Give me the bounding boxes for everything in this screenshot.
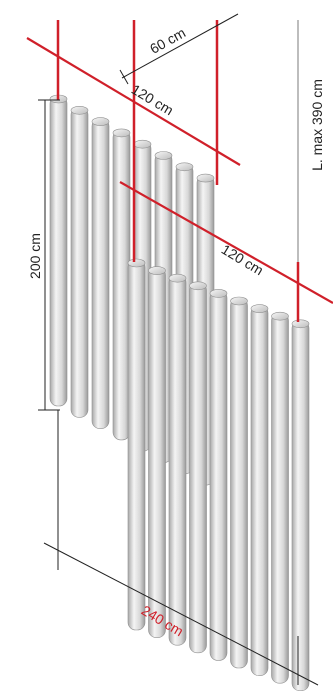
front-column-8 (271, 311, 289, 684)
back-column-4 (112, 128, 131, 441)
back-column-1 (49, 94, 68, 407)
depth-label: 60 cm (147, 24, 188, 56)
upper-diagonal-guide (26, 37, 241, 166)
total-width-dimension (43, 410, 319, 686)
red-hanger-lines (56, 20, 300, 322)
front-column-1 (127, 258, 146, 631)
back-column-3 (91, 117, 110, 429)
front-column-9 (291, 319, 310, 692)
back-column-2 (70, 106, 89, 418)
cable-length-label: L. max 390 cm (309, 79, 325, 171)
front-column-3 (168, 273, 187, 646)
front-column-4 (189, 281, 207, 654)
front-panel-columns (127, 258, 310, 692)
module-width-lower-label: 120 cm (219, 241, 267, 278)
depth-dimension (119, 13, 239, 85)
height-dimension (38, 99, 60, 411)
panel-height-label: 200 cm (27, 233, 43, 279)
front-column-2 (148, 266, 166, 638)
front-column-6 (230, 296, 248, 669)
lower-diagonal-guide (119, 181, 333, 304)
front-column-5 (209, 289, 228, 661)
front-column-7 (250, 304, 269, 676)
red-guide-lines (26, 37, 333, 304)
